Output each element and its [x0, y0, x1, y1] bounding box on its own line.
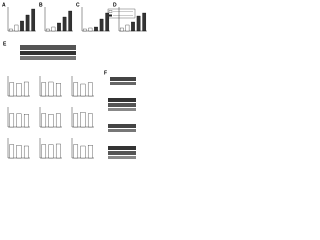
axis: [71, 107, 94, 128]
bar: [131, 21, 135, 32]
bar: [51, 26, 56, 32]
bar: [23, 81, 29, 97]
panel-label: F: [104, 70, 107, 76]
bar: [9, 144, 15, 159]
bar: [87, 113, 93, 128]
bar: [73, 113, 79, 128]
axis: [71, 138, 94, 159]
bar: [45, 28, 50, 32]
figure: E F A B C D: [2, 2, 147, 159]
bar: [9, 82, 15, 97]
bar: [41, 82, 47, 97]
legend-swatch: [108, 10, 113, 13]
bar: [80, 112, 86, 128]
bar: [20, 20, 24, 32]
bar: [55, 113, 61, 128]
western-blot: [108, 77, 136, 159]
axis: [39, 138, 62, 159]
bar: [48, 144, 54, 159]
bar: [25, 14, 30, 32]
axis: [39, 76, 62, 97]
bar: [16, 113, 22, 128]
bar: [73, 82, 79, 97]
western-blot: [20, 45, 76, 60]
bar: [125, 24, 130, 32]
bar: [57, 22, 61, 32]
panel-label: C: [76, 2, 80, 8]
bar: [14, 24, 19, 32]
bar: [48, 81, 54, 97]
axis: [71, 76, 94, 97]
bar: [87, 82, 93, 97]
bar: [62, 16, 67, 32]
axis: [7, 107, 30, 128]
bar: [16, 83, 22, 97]
bar: [80, 83, 86, 97]
bar: [94, 26, 98, 32]
bar: [105, 12, 110, 32]
panel-label: E: [3, 41, 7, 47]
bar: [87, 145, 93, 159]
panel-label: D: [113, 2, 117, 8]
bar: [119, 27, 124, 32]
bar: [82, 28, 87, 32]
axis: [7, 76, 30, 97]
bar: [31, 8, 36, 32]
bar: [55, 83, 61, 97]
bar: [23, 145, 29, 159]
bar: [99, 18, 104, 32]
bar: [23, 114, 29, 128]
panel-label: A: [2, 2, 6, 8]
bar: [136, 15, 141, 32]
bar: [142, 12, 147, 32]
bar: [73, 144, 79, 159]
axis: [39, 107, 62, 128]
legend-swatch: [109, 14, 112, 17]
bar: [48, 114, 54, 128]
bar: [8, 28, 13, 32]
panel-label: B: [39, 2, 43, 8]
bar: [41, 113, 47, 128]
bar: [80, 145, 86, 159]
bar: [41, 144, 47, 159]
bar: [16, 145, 22, 159]
bar: [55, 143, 61, 159]
bar: [68, 10, 73, 32]
axis: [7, 138, 30, 159]
bar: [88, 27, 93, 32]
bar: [9, 113, 15, 128]
